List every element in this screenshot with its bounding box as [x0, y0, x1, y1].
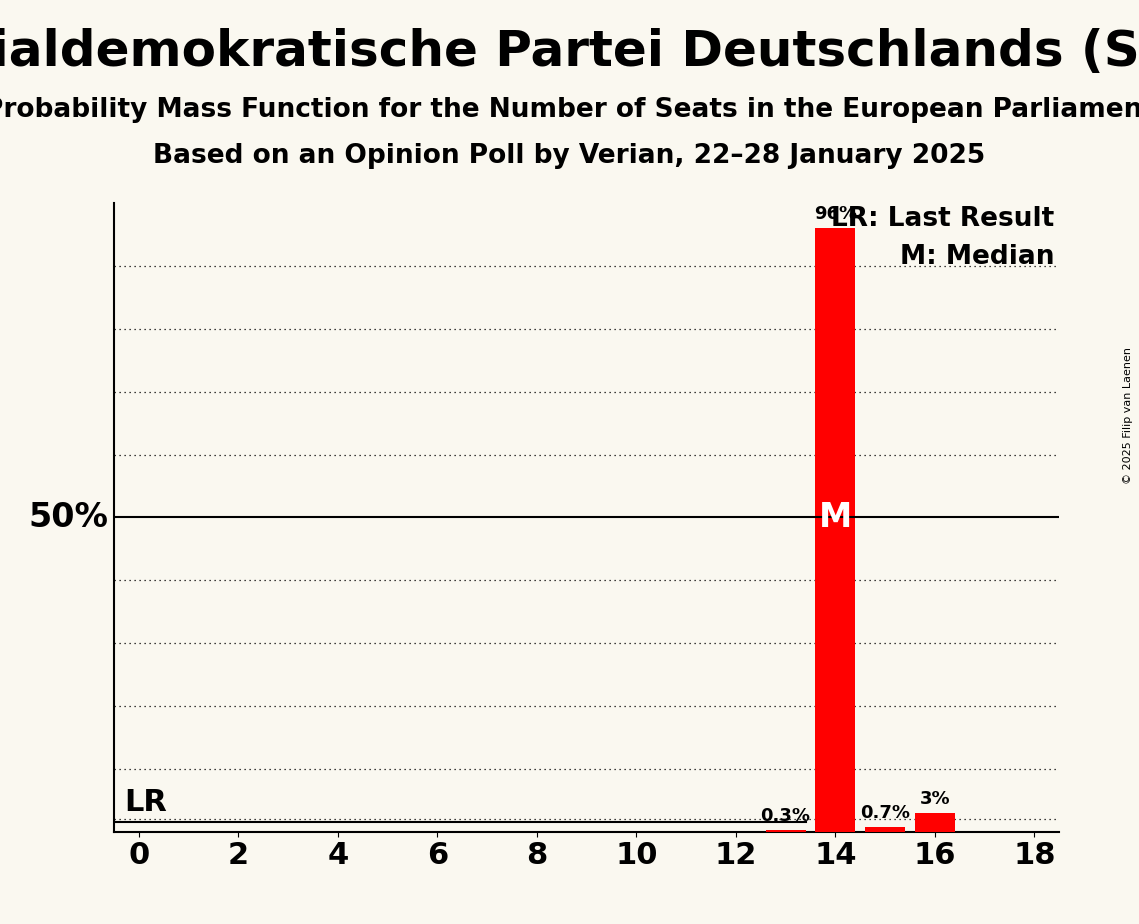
Bar [765, 830, 805, 832]
Text: Sozialdemokratische Partei Deutschlands (S&D): Sozialdemokratische Partei Deutschlands … [0, 28, 1139, 76]
Text: 50%: 50% [28, 501, 108, 534]
Text: Based on an Opinion Poll by Verian, 22–28 January 2025: Based on an Opinion Poll by Verian, 22–2… [154, 143, 985, 169]
Text: LR: LR [124, 788, 166, 817]
Text: 0.3%: 0.3% [761, 807, 811, 825]
Text: 96%: 96% [813, 205, 857, 224]
Bar [816, 228, 855, 832]
Text: LR: Last Result: LR: Last Result [831, 206, 1055, 233]
Text: Probability Mass Function for the Number of Seats in the European Parliament: Probability Mass Function for the Number… [0, 97, 1139, 123]
Text: © 2025 Filip van Laenen: © 2025 Filip van Laenen [1123, 347, 1133, 484]
Text: M: Median: M: Median [900, 244, 1055, 270]
Text: M: M [819, 501, 852, 534]
Text: 0.7%: 0.7% [860, 804, 910, 822]
Bar [866, 827, 906, 832]
Text: 3%: 3% [919, 790, 950, 808]
Bar [915, 813, 954, 832]
